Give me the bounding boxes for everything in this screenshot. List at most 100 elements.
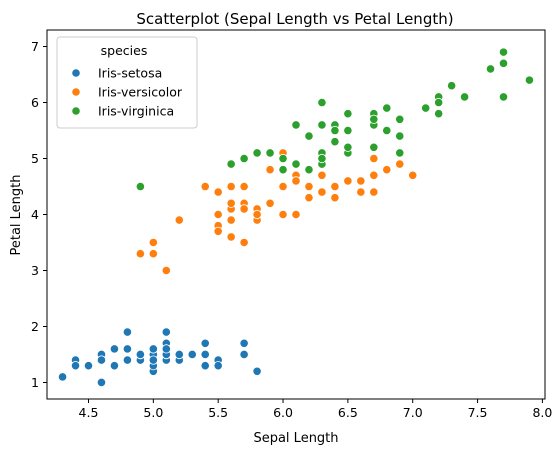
data-point: [278, 209, 288, 220]
data-point: [265, 165, 275, 175]
data-point: [200, 181, 210, 192]
x-tick-label: 8.0: [532, 405, 552, 420]
data-point: [226, 159, 236, 169]
data-point: [213, 209, 223, 220]
legend-marker: [71, 106, 81, 116]
x-tick-label: 4.5: [79, 405, 99, 420]
data-point: [459, 92, 470, 102]
data-point: [343, 176, 353, 186]
data-point: [291, 120, 301, 130]
data-point: [291, 159, 301, 169]
data-points: [57, 47, 535, 388]
legend-items: Iris-setosa Iris-versicolor Iris-virginica: [71, 66, 183, 119]
data-point: [135, 249, 145, 259]
data-point: [434, 109, 444, 119]
y-tick-label: 6: [31, 95, 39, 110]
x-tick-label: 5.5: [208, 405, 228, 420]
y-tick-label: 1: [31, 375, 39, 390]
data-point: [317, 120, 327, 130]
data-point: [421, 103, 431, 113]
data-point: [239, 153, 249, 164]
data-point: [356, 187, 366, 197]
data-point: [213, 187, 223, 197]
data-point: [369, 142, 379, 152]
data-point: [109, 344, 120, 354]
data-point: [382, 103, 392, 113]
y-tick-label: 7: [31, 39, 39, 54]
data-point: [317, 187, 327, 197]
data-point: [395, 148, 405, 158]
data-point: [382, 125, 392, 136]
data-point: [408, 170, 418, 180]
data-point: [122, 344, 133, 354]
x-axis-ticks: 4.5 5.0 5.5 6.0 6.5 7.0 7.5 8.0: [79, 399, 552, 420]
data-point: [239, 237, 249, 248]
data-point: [382, 165, 392, 175]
data-point: [213, 361, 223, 371]
data-point: [498, 58, 509, 68]
x-tick-label: 5.0: [143, 405, 163, 420]
data-point: [148, 237, 158, 248]
data-point: [226, 181, 236, 192]
data-point: [369, 114, 379, 124]
x-tick-label: 6.0: [273, 405, 293, 420]
data-point: [524, 75, 535, 85]
legend-label: Iris-setosa: [98, 66, 162, 81]
legend: species Iris-setosa Iris-versicolor Iris-v…: [56, 36, 198, 129]
data-point: [278, 153, 288, 164]
data-point: [239, 204, 249, 214]
data-point: [187, 349, 197, 360]
data-point: [330, 193, 340, 203]
data-point: [265, 148, 275, 158]
data-point: [356, 176, 366, 186]
data-point: [109, 361, 120, 371]
data-point: [161, 344, 171, 354]
data-point: [239, 181, 249, 192]
x-tick-label: 6.5: [338, 405, 358, 420]
data-point: [317, 153, 327, 164]
data-point: [122, 327, 133, 337]
y-axis-ticks: 1 2 3 4 5 6 7: [31, 39, 47, 390]
data-point: [330, 137, 340, 147]
data-point: [395, 131, 405, 141]
data-point: [395, 114, 405, 124]
data-point: [395, 159, 405, 169]
legend-label: Iris-versicolor: [98, 85, 183, 100]
y-tick-label: 3: [31, 263, 39, 278]
data-point: [434, 97, 444, 108]
data-point: [252, 366, 262, 376]
data-point: [317, 97, 327, 108]
data-point: [226, 232, 236, 242]
data-point: [343, 142, 353, 152]
data-point: [135, 181, 145, 192]
data-point: [200, 338, 210, 348]
data-point: [135, 349, 145, 360]
data-point: [369, 170, 379, 180]
data-point: [498, 47, 509, 57]
legend-frame: [56, 36, 198, 129]
data-point: [291, 176, 301, 186]
data-point: [304, 131, 314, 141]
x-axis-label: Sepal Length: [253, 431, 338, 446]
data-point: [148, 344, 158, 354]
data-point: [200, 349, 210, 360]
data-point: [252, 148, 262, 158]
data-point: [213, 226, 223, 236]
plot-frame: [46, 29, 546, 400]
data-point: [278, 181, 288, 192]
data-point: [148, 355, 158, 365]
legend-label: Iris-virginica: [98, 104, 174, 119]
data-point: [304, 193, 314, 203]
y-tick-label: 2: [31, 319, 39, 334]
data-point: [96, 355, 107, 365]
data-point: [343, 109, 353, 119]
legend-title: species: [101, 43, 148, 58]
data-point: [226, 198, 236, 208]
data-point: [278, 165, 288, 175]
data-point: [330, 181, 340, 192]
data-point: [83, 361, 94, 371]
data-point: [161, 265, 171, 276]
data-point: [70, 361, 81, 371]
data-point: [174, 215, 184, 225]
